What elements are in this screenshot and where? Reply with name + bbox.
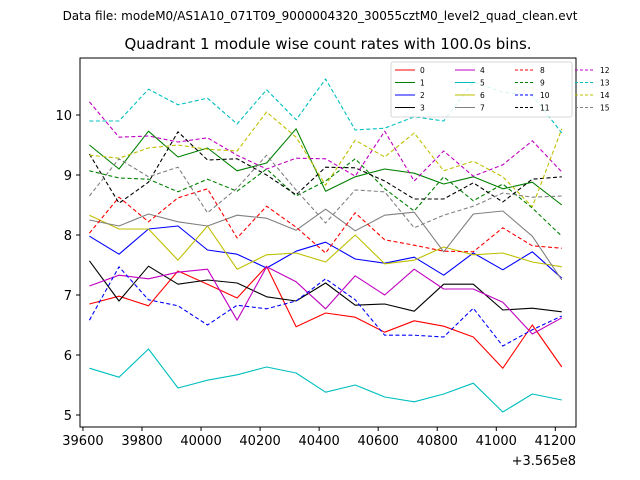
legend-label-11: 11 bbox=[540, 104, 550, 113]
y-tick-label-9: 9 bbox=[64, 169, 72, 184]
x-tick-label-39600: 39600 bbox=[62, 434, 103, 449]
legend-label-2: 2 bbox=[420, 91, 425, 100]
series-line-2 bbox=[89, 225, 563, 279]
x-tick-label-40200: 40200 bbox=[239, 434, 280, 449]
legend-label-13: 13 bbox=[600, 79, 610, 88]
legend-label-6: 6 bbox=[480, 91, 485, 100]
legend-label-3: 3 bbox=[420, 104, 425, 113]
axes-frame bbox=[79, 57, 577, 428]
legend-label-5: 5 bbox=[480, 79, 485, 88]
legend-label-7: 7 bbox=[480, 104, 485, 113]
x-tick-label-40800: 40800 bbox=[417, 434, 458, 449]
legend-label-8: 8 bbox=[540, 66, 545, 75]
x-tick-label-41200: 41200 bbox=[535, 434, 576, 449]
series-line-11 bbox=[88, 131, 562, 204]
legend-frame bbox=[390, 61, 573, 118]
y-tick-label-6: 6 bbox=[64, 349, 72, 364]
series-line-12 bbox=[88, 101, 563, 182]
x-tick-label-40600: 40600 bbox=[358, 434, 399, 449]
y-tick-label-10: 10 bbox=[55, 109, 72, 124]
series-line-0 bbox=[89, 265, 563, 369]
series-line-15 bbox=[88, 154, 562, 229]
x-tick-label-41000: 41000 bbox=[476, 434, 517, 449]
y-tick-label-8: 8 bbox=[64, 229, 72, 244]
legend-label-4: 4 bbox=[480, 66, 485, 75]
chart-title: Quadrant 1 module wise count rates with … bbox=[124, 35, 531, 53]
y-tick-label-5: 5 bbox=[64, 409, 72, 424]
legend-label-1: 1 bbox=[420, 79, 425, 88]
file-suptitle: Data file: modeM0/AS1A10_071T09_90000043… bbox=[63, 9, 578, 23]
legend-label-15: 15 bbox=[600, 104, 610, 113]
series-line-5 bbox=[89, 348, 562, 413]
legend-label-0: 0 bbox=[420, 66, 425, 75]
x-offset-label: +3.565e8 bbox=[512, 454, 576, 469]
series-line-9 bbox=[89, 158, 563, 237]
series-line-8 bbox=[88, 188, 562, 254]
series-line-14 bbox=[89, 111, 563, 208]
legend-label-14: 14 bbox=[600, 91, 610, 100]
x-tick-label-40000: 40000 bbox=[180, 434, 221, 449]
plot-area: 39600 39800 40000 40200 40400 40600 40800 41000… bbox=[55, 57, 610, 449]
series-line-4 bbox=[89, 266, 563, 335]
series-line-10 bbox=[88, 266, 563, 347]
y-tick-label-7: 7 bbox=[64, 289, 72, 304]
series-line-7 bbox=[89, 208, 563, 281]
x-tick-label-39800: 39800 bbox=[121, 434, 162, 449]
legend-label-12: 12 bbox=[600, 66, 610, 75]
x-tick-label-40400: 40400 bbox=[298, 434, 339, 449]
series-line-6 bbox=[89, 214, 562, 270]
legend-label-10: 10 bbox=[540, 91, 550, 100]
legend-label-9: 9 bbox=[540, 79, 545, 88]
